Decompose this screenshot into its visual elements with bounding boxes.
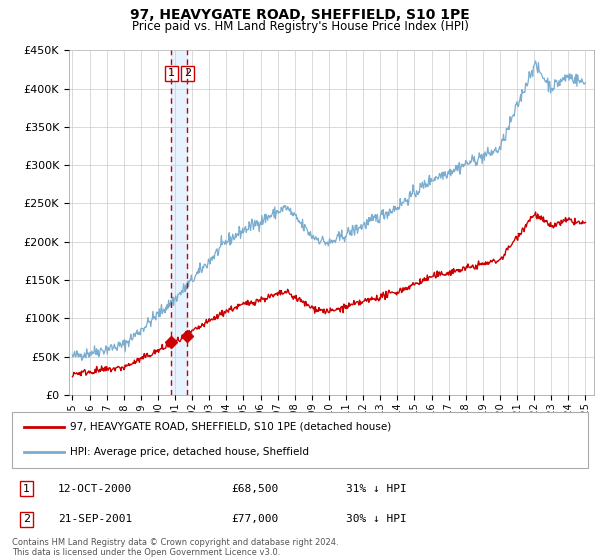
Text: 30% ↓ HPI: 30% ↓ HPI xyxy=(346,515,407,524)
Text: Contains HM Land Registry data © Crown copyright and database right 2024.
This d: Contains HM Land Registry data © Crown c… xyxy=(12,538,338,557)
Text: 1: 1 xyxy=(23,484,30,493)
Text: 31% ↓ HPI: 31% ↓ HPI xyxy=(346,484,407,493)
Text: Price paid vs. HM Land Registry's House Price Index (HPI): Price paid vs. HM Land Registry's House … xyxy=(131,20,469,32)
Bar xyxy=(171,50,187,395)
Text: 12-OCT-2000: 12-OCT-2000 xyxy=(58,484,133,493)
Text: 97, HEAVYGATE ROAD, SHEFFIELD, S10 1PE: 97, HEAVYGATE ROAD, SHEFFIELD, S10 1PE xyxy=(130,8,470,22)
Text: 21-SEP-2001: 21-SEP-2001 xyxy=(58,515,133,524)
Text: 2: 2 xyxy=(184,68,191,78)
Text: £68,500: £68,500 xyxy=(231,484,278,493)
Text: HPI: Average price, detached house, Sheffield: HPI: Average price, detached house, Shef… xyxy=(70,447,308,458)
Text: 2: 2 xyxy=(23,515,30,524)
Text: £77,000: £77,000 xyxy=(231,515,278,524)
FancyBboxPatch shape xyxy=(12,412,588,468)
Text: 1: 1 xyxy=(168,68,175,78)
Text: 97, HEAVYGATE ROAD, SHEFFIELD, S10 1PE (detached house): 97, HEAVYGATE ROAD, SHEFFIELD, S10 1PE (… xyxy=(70,422,391,432)
